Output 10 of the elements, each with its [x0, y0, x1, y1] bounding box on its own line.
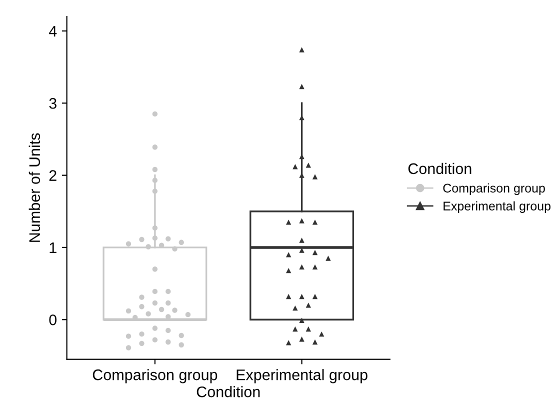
x-axis-title: Condition — [408, 162, 472, 174]
y-tick-label: 0 — [49, 314, 57, 326]
y-tick-label: 2 — [49, 170, 56, 181]
legend-title: Condition — [196, 386, 260, 398]
legend-label: Comparison group — [443, 183, 545, 196]
y-tick-label: 1 — [50, 242, 56, 253]
legend-label: Experimental group — [444, 201, 550, 213]
y-tick-label: 3 — [49, 98, 56, 109]
y-axis-title: Number of Units — [28, 133, 40, 242]
y-tick-label: 4 — [48, 26, 57, 36]
